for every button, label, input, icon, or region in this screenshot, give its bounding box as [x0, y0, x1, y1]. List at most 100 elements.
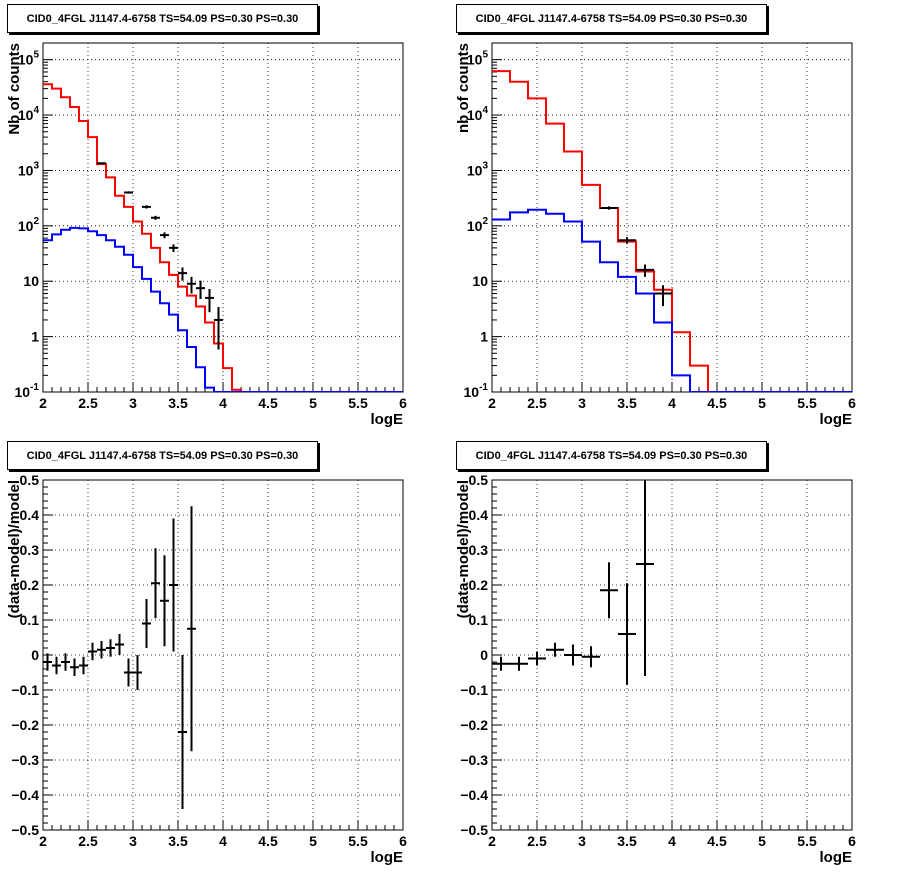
plot-content — [43, 83, 403, 392]
x-tick-label: 3 — [578, 833, 586, 849]
x-axis-title: logE — [820, 411, 853, 428]
x-tick-label: 5 — [309, 833, 317, 849]
x-tick-label: 4.5 — [258, 833, 278, 849]
residual-point — [492, 656, 510, 671]
y-axis-title: nb of counts — [455, 43, 472, 133]
residual-point — [618, 583, 636, 685]
residual-point — [169, 518, 178, 652]
histogram-series-1 — [492, 208, 852, 392]
residual-point — [160, 555, 169, 647]
residual-point — [564, 644, 582, 666]
residual-point — [43, 653, 52, 671]
y-tick-label: 103 — [467, 160, 489, 178]
x-tick-label: 4 — [668, 833, 676, 849]
residual-point — [582, 646, 600, 668]
y-tick-label: 1 — [31, 329, 39, 345]
y-tick-label: 0.5 — [469, 472, 489, 488]
y-tick-label: 102 — [18, 216, 40, 234]
data-point — [151, 215, 160, 220]
data-point — [178, 267, 187, 281]
panel-title-top-right: CID0_4FGL J1147.4-6758 TS=54.09 PS=0.30 … — [456, 4, 767, 33]
y-tick-label: −0.1 — [11, 682, 39, 698]
x-tick-label: 2 — [39, 833, 47, 849]
y-tick-label: −0.4 — [460, 787, 488, 803]
residual-point — [546, 642, 564, 657]
x-tick-label: 5.5 — [348, 395, 368, 411]
residual-point — [510, 656, 528, 671]
x-tick-label: 6 — [399, 395, 407, 411]
x-tick-label: 5 — [758, 395, 766, 411]
data-point — [636, 264, 654, 277]
x-tick-label: 3.5 — [168, 395, 188, 411]
residual-point — [187, 506, 196, 752]
x-tick-label: 4.5 — [707, 833, 727, 849]
residual-point — [88, 642, 97, 661]
x-tick-label: 4 — [668, 395, 676, 411]
residual-point — [151, 548, 160, 619]
x-tick-label: 5 — [309, 395, 317, 411]
residual-point — [142, 599, 151, 648]
residual-point — [124, 658, 133, 687]
residual-point — [70, 658, 79, 676]
x-tick-label: 2.5 — [527, 833, 547, 849]
x-tick-label: 5.5 — [797, 395, 817, 411]
x-tick-label: 6 — [399, 833, 407, 849]
y-tick-label: 102 — [467, 216, 489, 234]
residual-point — [79, 656, 88, 675]
data-point — [160, 232, 169, 239]
panel-title-bottom-left: CID0_4FGL J1147.4-6758 TS=54.09 PS=0.30 … — [7, 441, 318, 470]
y-tick-label: 0 — [480, 647, 488, 663]
y-tick-label: 0.4 — [469, 507, 489, 523]
y-axis-title: Nb of counts — [6, 43, 23, 135]
y-tick-label: 10 — [23, 273, 39, 289]
residual-point — [636, 480, 654, 676]
x-tick-label: 2 — [488, 395, 496, 411]
data-point — [214, 307, 223, 350]
y-tick-label: 0.2 — [469, 577, 489, 593]
x-tick-label: 5.5 — [797, 833, 817, 849]
y-tick-label: 10 — [472, 273, 488, 289]
y-tick-label: −0.3 — [11, 752, 39, 768]
y-tick-label: 10-1 — [464, 382, 489, 400]
residual-point — [600, 562, 618, 619]
y-tick-label: −0.2 — [11, 717, 39, 733]
x-tick-label: 2 — [488, 833, 496, 849]
y-tick-label: −0.2 — [460, 717, 488, 733]
y-axis-title: (data-model)/model — [455, 480, 472, 618]
x-tick-label: 4 — [219, 395, 227, 411]
panel-title-top-left: CID0_4FGL J1147.4-6758 TS=54.09 PS=0.30 … — [7, 4, 318, 33]
data-point — [654, 285, 672, 307]
y-tick-label: −0.4 — [11, 787, 39, 803]
x-tick-label: 3.5 — [617, 395, 637, 411]
y-tick-label: 0.1 — [20, 612, 40, 628]
x-tick-label: 3 — [129, 395, 137, 411]
x-tick-label: 3.5 — [617, 833, 637, 849]
histogram-series-0 — [43, 83, 403, 392]
residual-point — [528, 651, 546, 666]
y-tick-label: −0.3 — [460, 752, 488, 768]
x-axis-title: logE — [371, 411, 404, 428]
y-tick-label: −0.1 — [460, 682, 488, 698]
data-point — [97, 162, 106, 165]
plot-content — [492, 70, 852, 392]
panel-0: 2 2.5 3 3.5 4 4.5 5 5.5 6logE10-1110102103104105… — [6, 42, 407, 428]
x-tick-label: 2.5 — [78, 833, 98, 849]
y-tick-label: 1 — [480, 329, 488, 345]
y-tick-label: 0.3 — [469, 542, 489, 558]
plot-content — [43, 506, 196, 809]
residual-point — [115, 634, 124, 655]
residual-point — [61, 653, 70, 671]
residual-point — [133, 655, 142, 690]
x-tick-label: 5.5 — [348, 833, 368, 849]
data-point — [196, 280, 205, 300]
data-point — [142, 205, 151, 209]
x-axis-title: logE — [820, 849, 853, 866]
x-tick-label: 6 — [848, 833, 856, 849]
y-tick-label: 0.1 — [469, 612, 489, 628]
x-tick-label: 5 — [758, 833, 766, 849]
residual-point — [97, 641, 106, 659]
residual-point — [52, 656, 61, 675]
x-tick-label: 2.5 — [78, 395, 98, 411]
